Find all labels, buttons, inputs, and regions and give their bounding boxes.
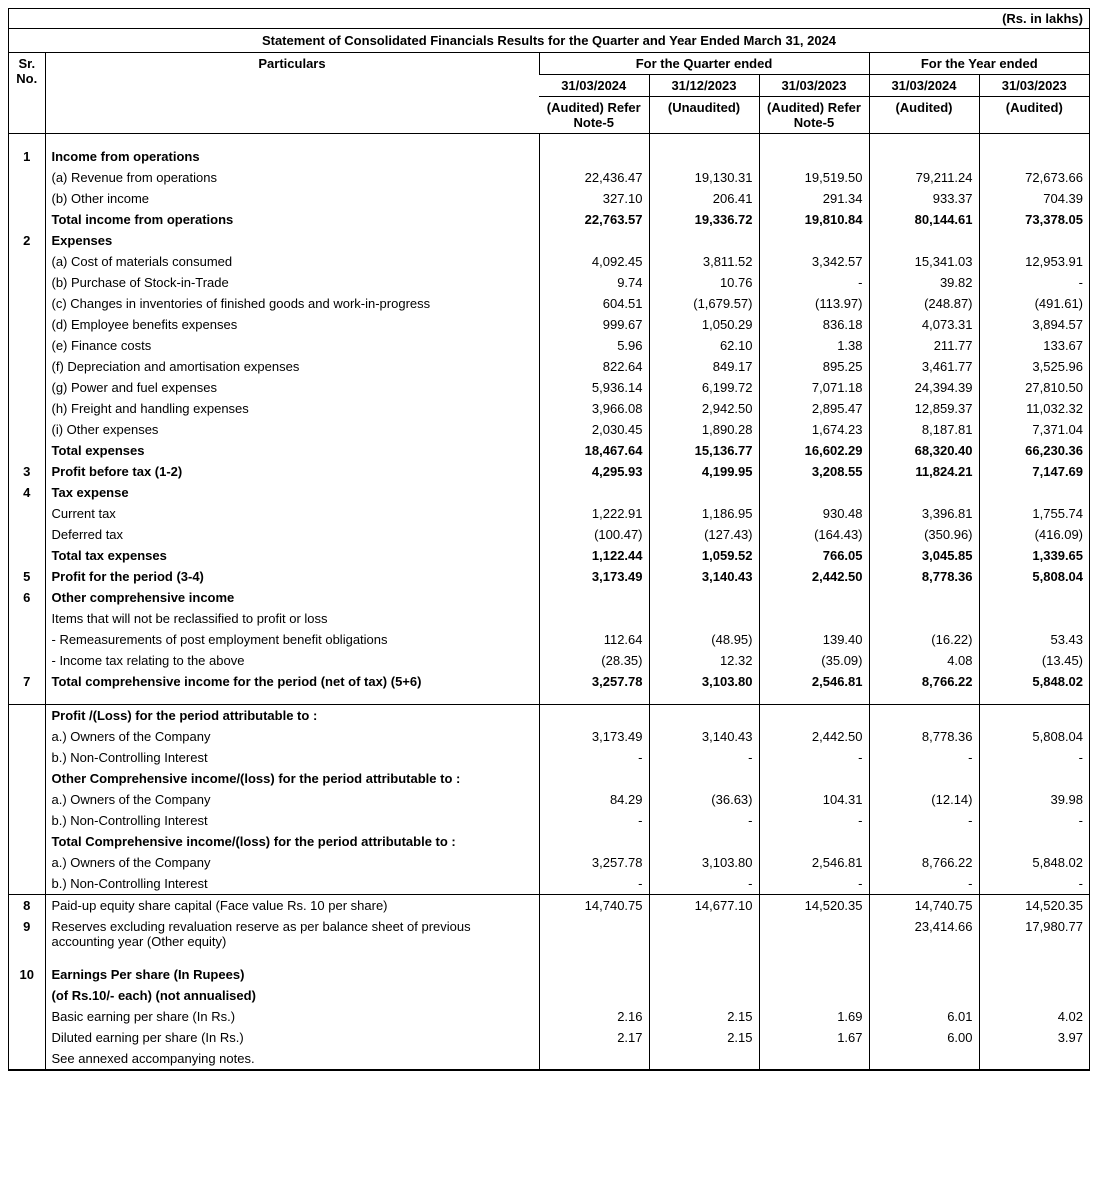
table-row: 10Earnings Per share (In Rupees) — [9, 964, 1089, 985]
col-date: 31/03/2024 — [539, 75, 649, 97]
col-date: 31/03/2023 — [979, 75, 1089, 97]
table-row: (of Rs.10/- each) (not annualised) — [9, 985, 1089, 1006]
table-row: Total tax expenses1,122.441,059.52766.05… — [9, 545, 1089, 566]
table-row: Total income from operations22,763.5719,… — [9, 209, 1089, 230]
col-status: (Unaudited) — [649, 97, 759, 134]
statement-title: Statement of Consolidated Financials Res… — [9, 29, 1089, 53]
col-status: (Audited) — [869, 97, 979, 134]
table-row: (h) Freight and handling expenses3,966.0… — [9, 398, 1089, 419]
col-status: (Audited) — [979, 97, 1089, 134]
table-row: 3Profit before tax (1-2)4,295.934,199.95… — [9, 461, 1089, 482]
col-date: 31/03/2023 — [759, 75, 869, 97]
table-row: 9Reserves excluding revaluation reserve … — [9, 916, 1089, 952]
table-row: Diluted earning per share (In Rs.)2.172.… — [9, 1027, 1089, 1048]
table-row: (c) Changes in inventories of finished g… — [9, 293, 1089, 314]
table-row: Current tax1,222.911,186.95930.483,396.8… — [9, 503, 1089, 524]
col-year: For the Year ended — [869, 53, 1089, 75]
table-row: (b) Purchase of Stock-in-Trade9.7410.76-… — [9, 272, 1089, 293]
table-header: Sr. No. Particulars For the Quarter ende… — [9, 53, 1089, 134]
table-row: b.) Non-Controlling Interest----- — [9, 873, 1089, 895]
table-row: Total Comprehensive income/(loss) for th… — [9, 831, 1089, 852]
table-row: Items that will not be reclassified to p… — [9, 608, 1089, 629]
table-row: 2Expenses — [9, 230, 1089, 251]
table-row: - Income tax relating to the above(28.35… — [9, 650, 1089, 671]
table-row: (g) Power and fuel expenses5,936.146,199… — [9, 377, 1089, 398]
table-row: Total expenses18,467.6415,136.7716,602.2… — [9, 440, 1089, 461]
table-row: a.) Owners of the Company3,257.783,103.8… — [9, 852, 1089, 873]
col-quarter: For the Quarter ended — [539, 53, 869, 75]
table-row: 4Tax expense — [9, 482, 1089, 503]
table-row: a.) Owners of the Company3,173.493,140.4… — [9, 726, 1089, 747]
table-row: (i) Other expenses2,030.451,890.281,674.… — [9, 419, 1089, 440]
table-row: b.) Non-Controlling Interest----- — [9, 810, 1089, 831]
table-row: (a) Revenue from operations22,436.4719,1… — [9, 167, 1089, 188]
col-particulars: Particulars — [45, 53, 539, 134]
table-row: 8Paid-up equity share capital (Face valu… — [9, 895, 1089, 917]
col-date: 31/03/2024 — [869, 75, 979, 97]
financial-table: Sr. No. Particulars For the Quarter ende… — [9, 53, 1089, 1070]
col-status: (Audited) Refer Note-5 — [539, 97, 649, 134]
table-row: (f) Depreciation and amortisation expens… — [9, 356, 1089, 377]
table-row: 6Other comprehensive income — [9, 587, 1089, 608]
col-sr: Sr. No. — [9, 53, 45, 134]
table-row: - Remeasurements of post employment bene… — [9, 629, 1089, 650]
table-row: a.) Owners of the Company84.29(36.63)104… — [9, 789, 1089, 810]
unit-label: (Rs. in lakhs) — [9, 9, 1089, 29]
col-date: 31/12/2023 — [649, 75, 759, 97]
table-row: 1Income from operations — [9, 146, 1089, 167]
financial-statement-sheet: (Rs. in lakhs) Statement of Consolidated… — [8, 8, 1090, 1071]
table-row: (b) Other income327.10206.41291.34933.37… — [9, 188, 1089, 209]
col-status: (Audited) Refer Note-5 — [759, 97, 869, 134]
table-body: 1Income from operations (a) Revenue from… — [9, 134, 1089, 1070]
table-row: Deferred tax(100.47)(127.43)(164.43)(350… — [9, 524, 1089, 545]
table-row: (a) Cost of materials consumed4,092.453,… — [9, 251, 1089, 272]
table-row: Profit /(Loss) for the period attributab… — [9, 705, 1089, 727]
table-row: Basic earning per share (In Rs.)2.162.15… — [9, 1006, 1089, 1027]
table-row: 7Total comprehensive income for the peri… — [9, 671, 1089, 692]
table-row: (d) Employee benefits expenses999.671,05… — [9, 314, 1089, 335]
table-row: b.) Non-Controlling Interest----- — [9, 747, 1089, 768]
table-row: (e) Finance costs5.9662.101.38211.77133.… — [9, 335, 1089, 356]
table-row: 5Profit for the period (3-4)3,173.493,14… — [9, 566, 1089, 587]
table-row: Other Comprehensive income/(loss) for th… — [9, 768, 1089, 789]
table-row: See annexed accompanying notes. — [9, 1048, 1089, 1070]
